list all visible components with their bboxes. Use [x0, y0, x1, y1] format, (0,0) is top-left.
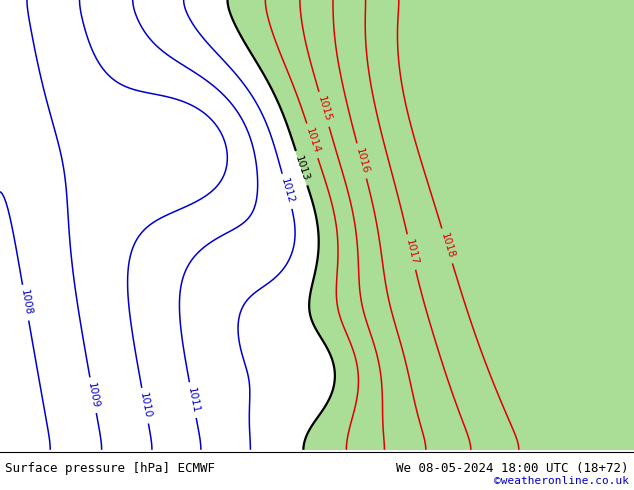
Text: ©weatheronline.co.uk: ©weatheronline.co.uk — [494, 476, 629, 486]
Text: 1009: 1009 — [86, 381, 100, 409]
Text: 1014: 1014 — [304, 127, 321, 155]
Text: 1017: 1017 — [403, 238, 419, 266]
Text: 1011: 1011 — [185, 386, 200, 414]
Text: We 08-05-2024 18:00 UTC (18+72): We 08-05-2024 18:00 UTC (18+72) — [396, 462, 629, 475]
Text: 1012: 1012 — [279, 177, 295, 205]
Text: Surface pressure [hPa] ECMWF: Surface pressure [hPa] ECMWF — [5, 462, 215, 475]
Text: 1008: 1008 — [18, 289, 33, 317]
Text: 1015: 1015 — [316, 95, 332, 123]
Text: 1013: 1013 — [293, 154, 311, 182]
Text: 1010: 1010 — [138, 392, 152, 419]
Text: 1016: 1016 — [354, 147, 370, 175]
Text: 1018: 1018 — [439, 232, 456, 260]
